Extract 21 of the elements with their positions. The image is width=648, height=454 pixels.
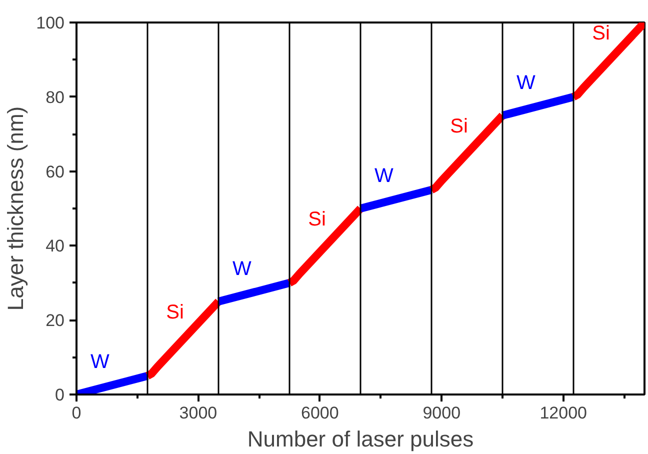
series-label: Si xyxy=(308,208,326,230)
y-axis-title: Layer thickness (nm) xyxy=(3,106,28,311)
series-label: W xyxy=(374,165,394,188)
y-tick-label: 0 xyxy=(55,386,65,404)
series-label: Si xyxy=(592,22,610,44)
x-axis-title: Number of laser pulses xyxy=(247,426,474,452)
y-tick-label: 40 xyxy=(46,236,65,256)
series-label: Si xyxy=(450,115,468,138)
series-label: W xyxy=(516,72,536,94)
y-tick-label: 20 xyxy=(46,311,65,330)
y-tick-label: 100 xyxy=(36,14,65,32)
x-tick-label: 0 xyxy=(72,404,82,422)
series-label: W xyxy=(232,258,252,280)
y-tick-label: 80 xyxy=(46,88,65,107)
x-tick-label: 6000 xyxy=(301,404,339,422)
series-label: Si xyxy=(166,301,184,324)
x-tick-label: 12000 xyxy=(540,404,587,422)
x-tick-label: 9000 xyxy=(422,404,461,422)
series-label: W xyxy=(90,351,110,374)
x-tick-label: 3000 xyxy=(179,404,218,422)
y-tick-label: 60 xyxy=(46,162,65,182)
